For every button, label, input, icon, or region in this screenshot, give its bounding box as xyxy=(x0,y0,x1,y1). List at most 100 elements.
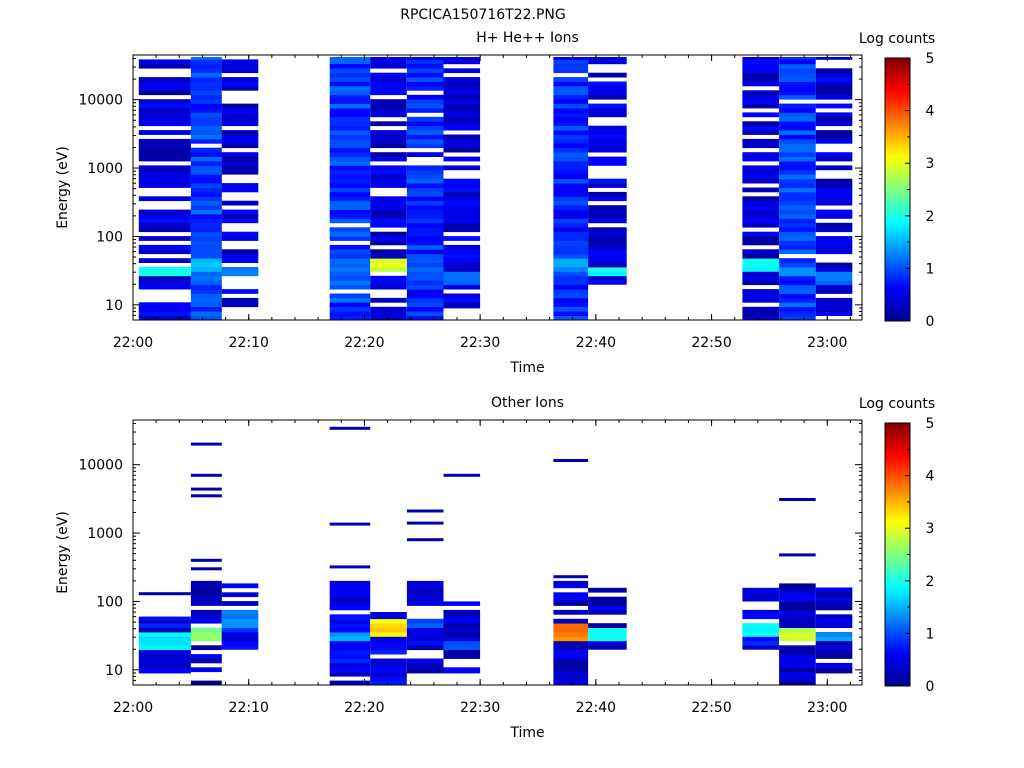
colorbar-tick-label: 5 xyxy=(926,51,935,67)
heatmap-cell xyxy=(779,645,816,651)
heatmap-cell xyxy=(406,258,444,263)
heatmap-cell xyxy=(329,218,371,224)
heatmap-cell xyxy=(815,103,853,109)
heatmap-column xyxy=(742,587,779,650)
x-tick-label: 22:50 xyxy=(691,700,731,716)
heatmap-cell xyxy=(406,284,444,290)
heatmap-cell xyxy=(553,231,589,237)
heatmap-cell xyxy=(370,627,407,633)
y-tick-label: 1000 xyxy=(87,161,123,177)
heatmap-cell xyxy=(553,311,589,316)
heatmap-cell xyxy=(221,63,259,69)
heatmap-cell xyxy=(553,632,589,637)
heatmap-cell xyxy=(553,200,589,206)
heatmap-cell xyxy=(553,592,589,598)
heatmap-cell xyxy=(406,138,444,144)
heatmap-cell xyxy=(779,205,816,210)
colorbar-tick-label: 2 xyxy=(926,209,935,225)
heatmap-cell xyxy=(406,196,444,202)
heatmap-cell xyxy=(190,214,222,219)
heatmap-cell xyxy=(815,209,853,215)
heatmap-cell xyxy=(138,632,191,637)
heatmap-cell xyxy=(443,244,481,250)
heatmap-cell xyxy=(138,121,191,127)
heatmap-cell xyxy=(779,623,816,628)
heatmap-cell xyxy=(329,583,371,589)
heatmap-cell xyxy=(221,618,259,624)
heatmap-column xyxy=(779,57,816,321)
heatmap-cell xyxy=(553,161,589,166)
heatmap-cell xyxy=(815,130,853,135)
heatmap-cell xyxy=(370,614,407,620)
heatmap-cell xyxy=(329,601,371,606)
heatmap-cell xyxy=(370,59,407,65)
heatmap-cell xyxy=(329,227,371,233)
heatmap-cell xyxy=(370,57,407,60)
heatmap-cell xyxy=(815,640,853,646)
heatmap-cell xyxy=(329,57,371,60)
heatmap-column xyxy=(815,57,853,316)
heatmap-cell xyxy=(553,284,589,290)
heatmap-cell xyxy=(779,654,816,659)
heatmap-cell xyxy=(370,209,407,215)
heatmap-cell xyxy=(370,183,407,188)
heatmap-cell xyxy=(779,236,816,241)
heatmap-cell xyxy=(370,178,407,184)
heatmap-cell xyxy=(553,227,589,233)
heatmap-cell xyxy=(443,178,481,184)
heatmap-cell xyxy=(329,81,371,87)
heatmap-cell xyxy=(779,596,816,602)
heatmap-cell xyxy=(779,121,816,127)
heatmap-cell xyxy=(221,218,259,224)
heatmap-cell xyxy=(406,178,444,184)
panel-title: Other Ions xyxy=(491,395,564,411)
colorbar-tick-label: 4 xyxy=(926,104,935,120)
heatmap-cell xyxy=(443,108,481,113)
heatmap-cell xyxy=(138,649,191,655)
heatmap-cell xyxy=(138,267,191,272)
heatmap-cell xyxy=(370,63,407,69)
heatmap-cell xyxy=(190,161,222,166)
heatmap-cell xyxy=(329,231,371,237)
heatmap-cell xyxy=(588,218,627,224)
heatmap-cell xyxy=(553,315,589,321)
heatmap-cell xyxy=(779,258,816,263)
heatmap-cell xyxy=(190,196,222,202)
heatmap-cell xyxy=(221,249,259,255)
panel-2: 22:00 22:10 22:20 22:30 22:40 22:50 23:0010100… xyxy=(55,395,935,741)
heatmap-cell xyxy=(588,191,627,197)
heatmap-cell xyxy=(588,108,627,113)
heatmap-cell xyxy=(190,125,222,131)
heatmap-cell xyxy=(553,183,589,188)
heatmap-cell xyxy=(406,63,444,69)
heatmap-cell xyxy=(406,130,444,135)
heatmap-cell xyxy=(329,284,371,290)
heatmap-cell xyxy=(190,258,222,263)
heatmap-cell xyxy=(553,57,589,60)
heatmap-column xyxy=(138,592,191,674)
heatmap-cell xyxy=(588,645,627,650)
heatmap-cell xyxy=(190,236,222,241)
y-axis-label: Energy (eV) xyxy=(55,511,71,594)
heatmap-cell xyxy=(329,654,371,659)
heatmap-cell xyxy=(370,306,407,312)
heatmap-cell xyxy=(742,174,779,180)
heatmap-cell xyxy=(190,156,222,162)
heatmap-cell xyxy=(329,77,371,82)
heatmap-cell xyxy=(588,138,627,144)
heatmap-cell xyxy=(779,108,816,113)
colorbar-tick-label: 0 xyxy=(926,679,935,695)
heatmap-cell xyxy=(553,262,589,268)
heatmap-cell xyxy=(329,116,371,122)
heatmap-cell xyxy=(190,178,222,184)
heatmap-cell xyxy=(190,240,222,246)
heatmap-cell xyxy=(742,81,779,87)
heatmap-cell xyxy=(138,116,191,122)
heatmap-cell xyxy=(406,183,444,188)
heatmap-cell xyxy=(138,275,191,281)
heatmap-cell xyxy=(370,280,407,286)
heatmap-cell xyxy=(779,218,816,224)
heatmap-cell xyxy=(221,187,259,193)
heatmap-cell xyxy=(370,81,407,87)
heatmap-cell xyxy=(190,205,222,210)
